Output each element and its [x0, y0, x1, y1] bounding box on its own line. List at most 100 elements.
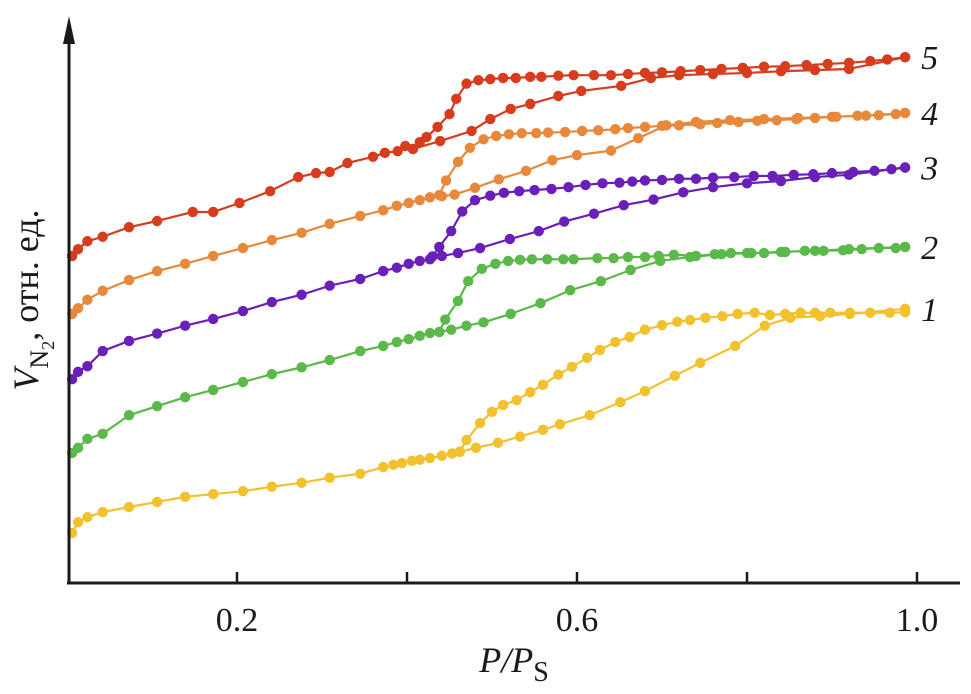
series-4 [66, 107, 911, 320]
series-3-desorption-point [826, 167, 838, 179]
series-3-desorption-point [899, 162, 911, 173]
series-4-desorption-point [622, 122, 634, 134]
series-2-desorption-point [608, 252, 619, 264]
series-5-desorption-point [407, 143, 419, 155]
series-2-adsorption-point [82, 433, 93, 445]
series-4-desorption-point [464, 142, 476, 154]
series-1-adsorption-point [669, 370, 680, 382]
series-2-desorption-point [639, 251, 651, 263]
series-1-adsorption-point [695, 357, 706, 369]
series-4-desorption-point [899, 107, 911, 119]
series-4-desorption-point [771, 115, 782, 126]
y-axis-title-subsub: 2 [38, 341, 58, 350]
series-2-adsorption-point [565, 285, 576, 296]
series-3-adsorption-point [123, 335, 135, 347]
x-tick-label-1: 1.0 [896, 602, 939, 639]
series-2-desorption-point [725, 247, 737, 259]
series-4-adsorption-point [449, 189, 460, 200]
series-3-adsorption-point [97, 345, 108, 357]
y-axis-title-main: V [6, 365, 46, 391]
series-2-adsorption-point [505, 308, 516, 320]
series-1-desorption-point [825, 307, 836, 318]
series-1-adsorption-point [514, 431, 526, 442]
series-3-adsorption-point [266, 296, 278, 308]
series-4-adsorption-point [571, 149, 583, 161]
series-5-desorption-point [780, 60, 791, 72]
series-5-desorption-point [639, 67, 651, 79]
series-2-adsorption-point [535, 297, 546, 309]
series-2-adsorption-point [595, 276, 606, 287]
series-2-desorption-point [592, 252, 603, 264]
series-5-adsorption-point [553, 90, 564, 102]
x-axis-title-main: P/P [478, 640, 533, 680]
series-3-desorption-point [485, 190, 496, 201]
series-1-adsorption-point [123, 501, 135, 513]
series-5-desorption-point [553, 70, 564, 81]
x-axis-title: P/PS [478, 640, 549, 688]
series-5-adsorption-line [71, 56, 906, 257]
series-4-adsorption-point [414, 194, 425, 206]
series-1-desorption-point [461, 434, 472, 446]
series-5-desorption-point [510, 72, 521, 84]
series-1-desorption-point [700, 312, 711, 324]
series-5-adsorption-point [151, 215, 163, 227]
series-4-adsorption-point [97, 285, 108, 297]
series-3-desorption-point [767, 170, 778, 182]
series-4-desorption-point [542, 127, 554, 138]
series-5-desorption-point [822, 58, 833, 70]
series-3-adsorption-point [504, 233, 516, 245]
series-3-desorption-point [729, 171, 740, 183]
series-1-desorption-point [684, 314, 696, 326]
series-1-desorption-point [672, 316, 683, 327]
series-2-adsorption-point [478, 317, 489, 328]
series-1-desorption-point [497, 399, 509, 411]
x-tick-label-0.2: 0.2 [216, 602, 259, 639]
series-3-adsorption-point [436, 250, 448, 262]
series-5-adsorption-point [208, 206, 219, 218]
series-4-desorption-point [791, 113, 802, 125]
series-3-adsorption-point [82, 361, 93, 372]
series-1-adsorption-point [615, 397, 626, 408]
series-5-adsorption-point [379, 147, 391, 159]
series-2-adsorption-point [266, 368, 278, 380]
series-3-desorption-point [869, 165, 880, 177]
series-2-adsorption-point [414, 330, 425, 342]
series-1-desorption-point [732, 308, 743, 320]
series-4-desorption-point [852, 110, 863, 121]
series-5-desorption-point [473, 75, 484, 86]
series-2-desorption-point [690, 250, 702, 262]
series-5-desorption-point [758, 61, 770, 72]
series-4-desorption-point [639, 121, 651, 133]
series-4-adsorption-point [547, 154, 558, 166]
series-5-desorption-point [605, 69, 617, 81]
series-2-desorption-point [709, 249, 720, 260]
series-4-adsorption-point [469, 182, 481, 193]
series-3-desorption-point [563, 182, 574, 193]
series-3-adsorption-point [559, 216, 570, 227]
series-4-adsorption-point [179, 258, 191, 269]
series-2-desorption-point [856, 243, 867, 255]
series-4-desorption-point [695, 118, 706, 130]
series-2-desorption-point [890, 242, 901, 254]
series-1-adsorption-point [759, 320, 771, 331]
series-4-desorption-point [831, 111, 842, 123]
series-5-adsorption-point [82, 236, 93, 247]
series-5-desorption-point [588, 69, 600, 81]
series-3-desorption-point [886, 163, 897, 175]
series-3-desorption-point [469, 194, 481, 206]
series-3-adsorption-point [72, 366, 84, 378]
series-4-desorption-point [712, 117, 723, 129]
series-5-adsorption-point [485, 113, 496, 125]
y-axis-arrow-icon [63, 16, 75, 44]
series-3-desorption-point [748, 170, 759, 182]
series-2-desorption-point [476, 263, 487, 275]
series-1-adsorption-point [266, 481, 278, 492]
series-3-desorption-point [427, 251, 438, 262]
series-2-desorption-point [758, 247, 770, 259]
series-5-desorption-point [737, 62, 748, 74]
series-2-desorption-point [526, 254, 538, 265]
series-3-desorption-point [639, 175, 651, 186]
series-3-adsorption-point [355, 273, 366, 285]
series-4-desorption-point [531, 127, 542, 139]
series-4-desorption-point [440, 175, 452, 186]
